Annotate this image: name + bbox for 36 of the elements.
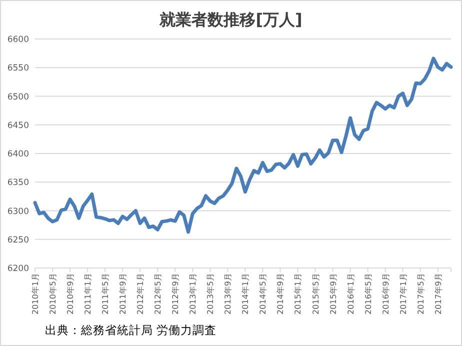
x-tick-label: 2013年5月 — [206, 273, 216, 314]
x-tick-label: 2015年9月 — [328, 273, 338, 314]
x-tick-label: 2016年1月 — [346, 273, 356, 314]
x-tick-label: 2010年5月 — [48, 273, 58, 314]
x-tick-label: 2015年5月 — [311, 273, 320, 314]
y-tick-label: 6500 — [7, 92, 29, 102]
x-tick-label: 2015年1月 — [294, 273, 303, 314]
x-tick-label: 2010年9月 — [66, 273, 76, 314]
y-tick-label: 6600 — [7, 35, 29, 45]
x-tick-label: 2016年9月 — [381, 273, 390, 314]
x-tick-label: 2013年1月 — [188, 273, 198, 314]
source-note: 出典：総務省統計局 労働力調査 — [45, 323, 217, 337]
chart-title: 就業者数推移[万人] — [158, 10, 302, 29]
x-tick-label: 2014年9月 — [276, 273, 286, 314]
y-tick-label: 6450 — [7, 120, 29, 131]
x-tick-label: 2012年1月 — [136, 273, 146, 314]
x-tick-label: 2012年9月 — [171, 273, 180, 314]
x-tick-label: 2014年5月 — [258, 273, 268, 314]
y-tick-label: 6350 — [7, 178, 29, 188]
x-tick-label: 2016年5月 — [364, 273, 373, 314]
x-tick-label: 2011年9月 — [118, 273, 128, 314]
y-tick-label: 6300 — [7, 206, 29, 217]
x-tick-label: 2012年5月 — [154, 273, 163, 314]
y-tick-label: 6550 — [7, 64, 29, 74]
y-tick-label: 6200 — [7, 264, 29, 274]
x-tick-label: 2014年1月 — [241, 273, 250, 314]
x-tick-label: 2017年1月 — [398, 273, 408, 314]
x-tick-label: 2011年1月 — [84, 273, 93, 314]
x-tick-label: 2011年5月 — [101, 273, 110, 314]
x-tick-label: 2010年1月 — [31, 273, 40, 314]
x-tick-label: 2017年5月 — [416, 273, 426, 314]
x-tick-label: 2017年9月 — [434, 273, 443, 314]
y-tick-label: 6250 — [7, 235, 29, 246]
line-series — [33, 56, 453, 234]
x-tick-label: 2013年9月 — [224, 273, 233, 314]
y-tick-label: 6400 — [7, 150, 29, 160]
